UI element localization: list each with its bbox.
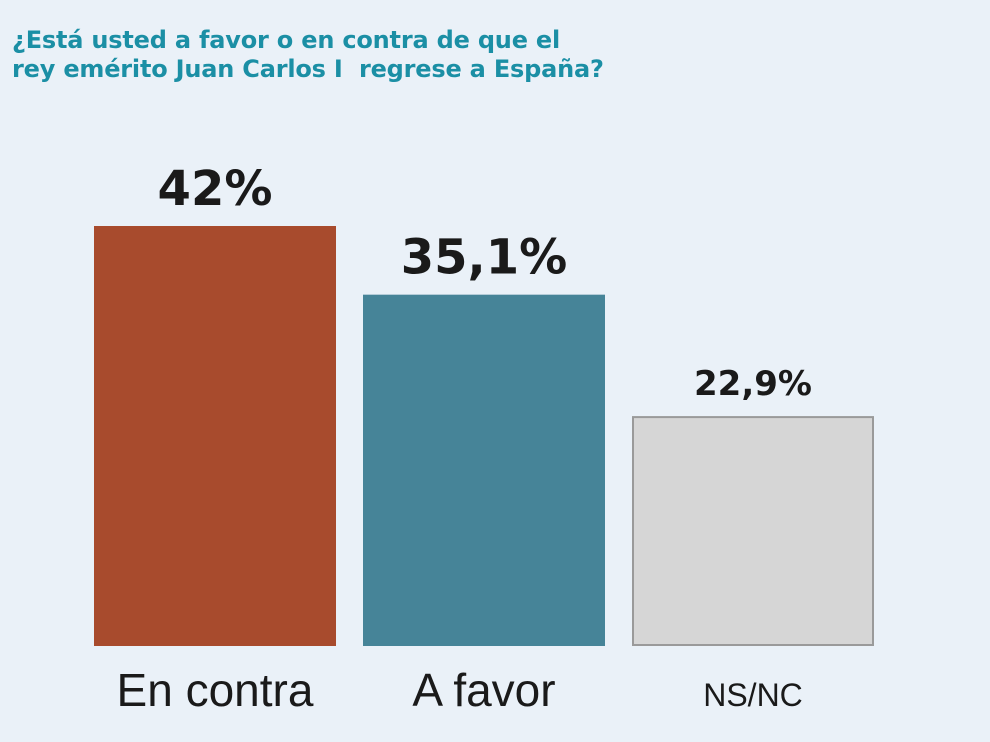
value-label: 42% bbox=[158, 161, 273, 217]
chart-title-line-2: rey emérito Juan Carlos I regrese a Espa… bbox=[12, 55, 604, 83]
chart-title: ¿Está usted a favor o en contra de que e… bbox=[12, 26, 732, 84]
category-label: NS/NC bbox=[703, 677, 803, 713]
category-label: A favor bbox=[412, 664, 555, 716]
bar-ns-nc bbox=[632, 416, 874, 647]
bar-en-contra bbox=[94, 226, 336, 646]
bar-a-favor bbox=[363, 294, 605, 646]
chart-title-line-1: ¿Está usted a favor o en contra de que e… bbox=[12, 26, 561, 54]
value-label: 35,1% bbox=[401, 230, 568, 286]
category-label: En contra bbox=[117, 664, 314, 716]
value-label: 22,9% bbox=[694, 364, 812, 404]
